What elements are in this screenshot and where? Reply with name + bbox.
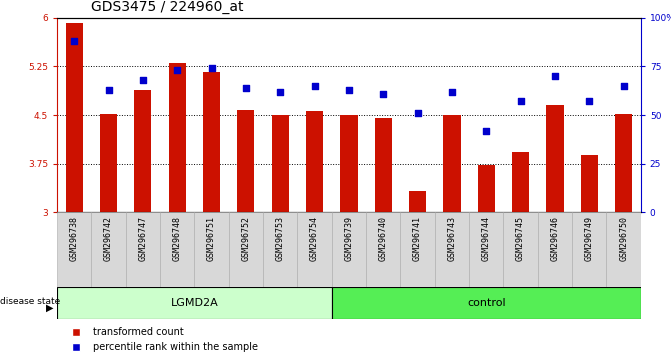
Bar <box>512 152 529 212</box>
Text: ▶: ▶ <box>46 302 54 313</box>
Bar <box>66 23 83 212</box>
Point <box>206 65 217 71</box>
Bar <box>546 105 564 212</box>
Bar <box>91 212 125 287</box>
Text: GSM296747: GSM296747 <box>138 216 148 261</box>
Bar <box>160 212 195 287</box>
Bar <box>366 212 401 287</box>
Text: GSM296746: GSM296746 <box>550 216 560 261</box>
Text: GSM296751: GSM296751 <box>207 216 216 261</box>
Bar <box>580 155 598 212</box>
Bar <box>57 212 91 287</box>
Bar <box>263 212 297 287</box>
Bar <box>195 212 229 287</box>
Text: control: control <box>467 298 505 308</box>
Text: GSM296739: GSM296739 <box>344 216 354 261</box>
Bar <box>331 287 641 319</box>
Point <box>275 89 286 95</box>
Bar <box>615 114 632 212</box>
Text: GDS3475 / 224960_at: GDS3475 / 224960_at <box>91 0 243 14</box>
Point <box>412 110 423 116</box>
Point <box>550 73 560 79</box>
Bar <box>444 115 460 212</box>
Bar <box>435 212 469 287</box>
Point <box>584 98 595 104</box>
Legend: transformed count, percentile rank within the sample: transformed count, percentile rank withi… <box>62 324 262 354</box>
Bar <box>607 212 641 287</box>
Point <box>344 87 354 92</box>
Bar <box>537 212 572 287</box>
Bar <box>57 287 331 319</box>
Bar <box>340 115 358 212</box>
Text: GSM296748: GSM296748 <box>172 216 182 261</box>
Bar <box>469 212 503 287</box>
Point <box>481 128 492 133</box>
Text: LGMD2A: LGMD2A <box>170 298 218 308</box>
Text: GSM296749: GSM296749 <box>585 216 594 261</box>
Text: GSM296744: GSM296744 <box>482 216 491 261</box>
Bar <box>100 114 117 212</box>
Text: GSM296745: GSM296745 <box>516 216 525 261</box>
Bar <box>409 191 426 212</box>
Text: GSM296752: GSM296752 <box>242 216 250 261</box>
Bar <box>478 165 495 212</box>
Text: GSM296750: GSM296750 <box>619 216 628 261</box>
Bar <box>503 212 537 287</box>
Text: GSM296741: GSM296741 <box>413 216 422 261</box>
Point <box>172 67 183 73</box>
Point <box>618 83 629 88</box>
Text: GSM296753: GSM296753 <box>276 216 285 261</box>
Bar <box>331 212 366 287</box>
Bar <box>401 212 435 287</box>
Bar <box>134 90 152 212</box>
Text: GSM296738: GSM296738 <box>70 216 79 261</box>
Point <box>138 77 148 83</box>
Point <box>240 85 251 91</box>
Point <box>309 83 320 88</box>
Bar <box>374 118 392 212</box>
Text: GSM296742: GSM296742 <box>104 216 113 261</box>
Bar <box>168 63 186 212</box>
Point <box>69 38 80 44</box>
Point <box>515 98 526 104</box>
Bar <box>572 212 607 287</box>
Bar <box>125 212 160 287</box>
Point <box>378 91 389 96</box>
Bar <box>238 110 254 212</box>
Text: GSM296740: GSM296740 <box>378 216 388 261</box>
Point <box>103 87 114 92</box>
Bar <box>297 212 331 287</box>
Point <box>447 89 458 95</box>
Bar <box>203 72 220 212</box>
Text: disease state: disease state <box>0 297 60 306</box>
Text: GSM296754: GSM296754 <box>310 216 319 261</box>
Bar <box>306 111 323 212</box>
Text: GSM296743: GSM296743 <box>448 216 456 261</box>
Bar <box>229 212 263 287</box>
Bar <box>272 115 289 212</box>
